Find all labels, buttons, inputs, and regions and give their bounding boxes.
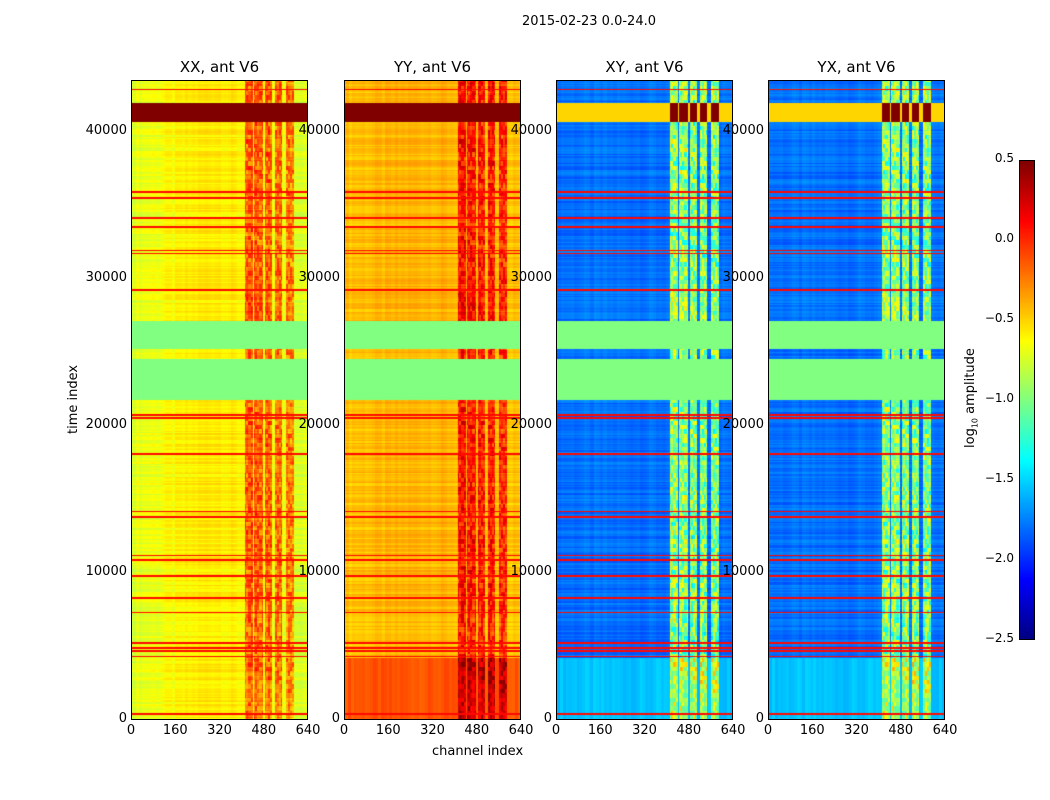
x-tick-label: 0 (551, 723, 561, 738)
y-tick-label: 20000 (510, 417, 552, 433)
heatmap-image (345, 81, 520, 719)
x-tick-label: 480 (888, 723, 914, 738)
x-tick-label: 480 (251, 723, 277, 738)
x-tick-label: 480 (464, 723, 490, 738)
panel-title: YX, ant V6 (817, 58, 896, 76)
x-axis-label: channel index (432, 744, 524, 759)
x-tick-label: 160 (799, 723, 825, 738)
heatmap-image (769, 81, 944, 719)
x-tick-label: 640 (932, 723, 958, 738)
y-tick-label: 20000 (722, 417, 764, 433)
y-tick-label: 40000 (298, 123, 340, 139)
colorbar-tick-label: −2.0 (984, 551, 1014, 565)
heatmap-panel (131, 80, 308, 720)
x-tick-label: 320 (207, 723, 232, 738)
y-tick-label: 30000 (722, 270, 764, 286)
heatmap-image (132, 81, 307, 719)
colorbar-tick-label: 0.5 (994, 151, 1014, 165)
x-tick-label: 160 (375, 723, 401, 738)
x-tick-label: 0 (339, 723, 349, 738)
y-tick-label: 30000 (85, 270, 127, 286)
colorbar-tick-label: 0.0 (994, 231, 1014, 245)
y-tick-label: 0 (118, 711, 127, 726)
x-tick-label: 640 (720, 723, 746, 738)
colorbar-tick-label: −0.5 (984, 311, 1014, 325)
x-tick-label: 480 (676, 723, 702, 738)
y-tick-label: 0 (331, 711, 340, 726)
colorbar (1019, 160, 1035, 640)
y-tick-label: 20000 (298, 417, 340, 433)
y-tick-label: 20000 (85, 417, 127, 433)
y-tick-label: 40000 (510, 123, 552, 139)
y-tick-label: 30000 (298, 270, 340, 286)
x-tick-label: 160 (587, 723, 613, 738)
y-tick-label: 40000 (722, 123, 764, 139)
x-tick-label: 0 (763, 723, 773, 738)
heatmap-panel (344, 80, 521, 720)
x-tick-label: 320 (844, 723, 869, 738)
panel-title: YY, ant V6 (393, 58, 471, 76)
y-tick-label: 0 (543, 711, 552, 726)
y-tick-label: 10000 (510, 564, 552, 579)
panel-title: XY, ant V6 (605, 58, 684, 76)
x-tick-label: 320 (632, 723, 657, 738)
y-tick-label: 0 (755, 711, 764, 726)
x-tick-label: 640 (508, 723, 534, 738)
heatmap-panel (768, 80, 945, 720)
colorbar-tick-label: −1.5 (984, 471, 1014, 485)
heatmap-panel (556, 80, 733, 720)
heatmap-image (557, 81, 732, 719)
y-tick-label: 40000 (85, 123, 127, 139)
y-tick-label: 30000 (510, 270, 552, 286)
x-tick-label: 640 (295, 723, 321, 738)
x-tick-label: 320 (420, 723, 445, 738)
colorbar-tick-label: −2.5 (984, 631, 1014, 645)
y-tick-label: 10000 (298, 564, 340, 579)
y-tick-label: 10000 (85, 564, 127, 579)
figure-title: 2015-02-23 0.0-24.0 (522, 14, 656, 29)
panel-title: XX, ant V6 (179, 58, 260, 76)
y-tick-label: 10000 (722, 564, 764, 579)
colorbar-tick-label: −1.0 (984, 391, 1014, 405)
x-tick-label: 160 (162, 723, 188, 738)
x-tick-label: 0 (126, 723, 136, 738)
